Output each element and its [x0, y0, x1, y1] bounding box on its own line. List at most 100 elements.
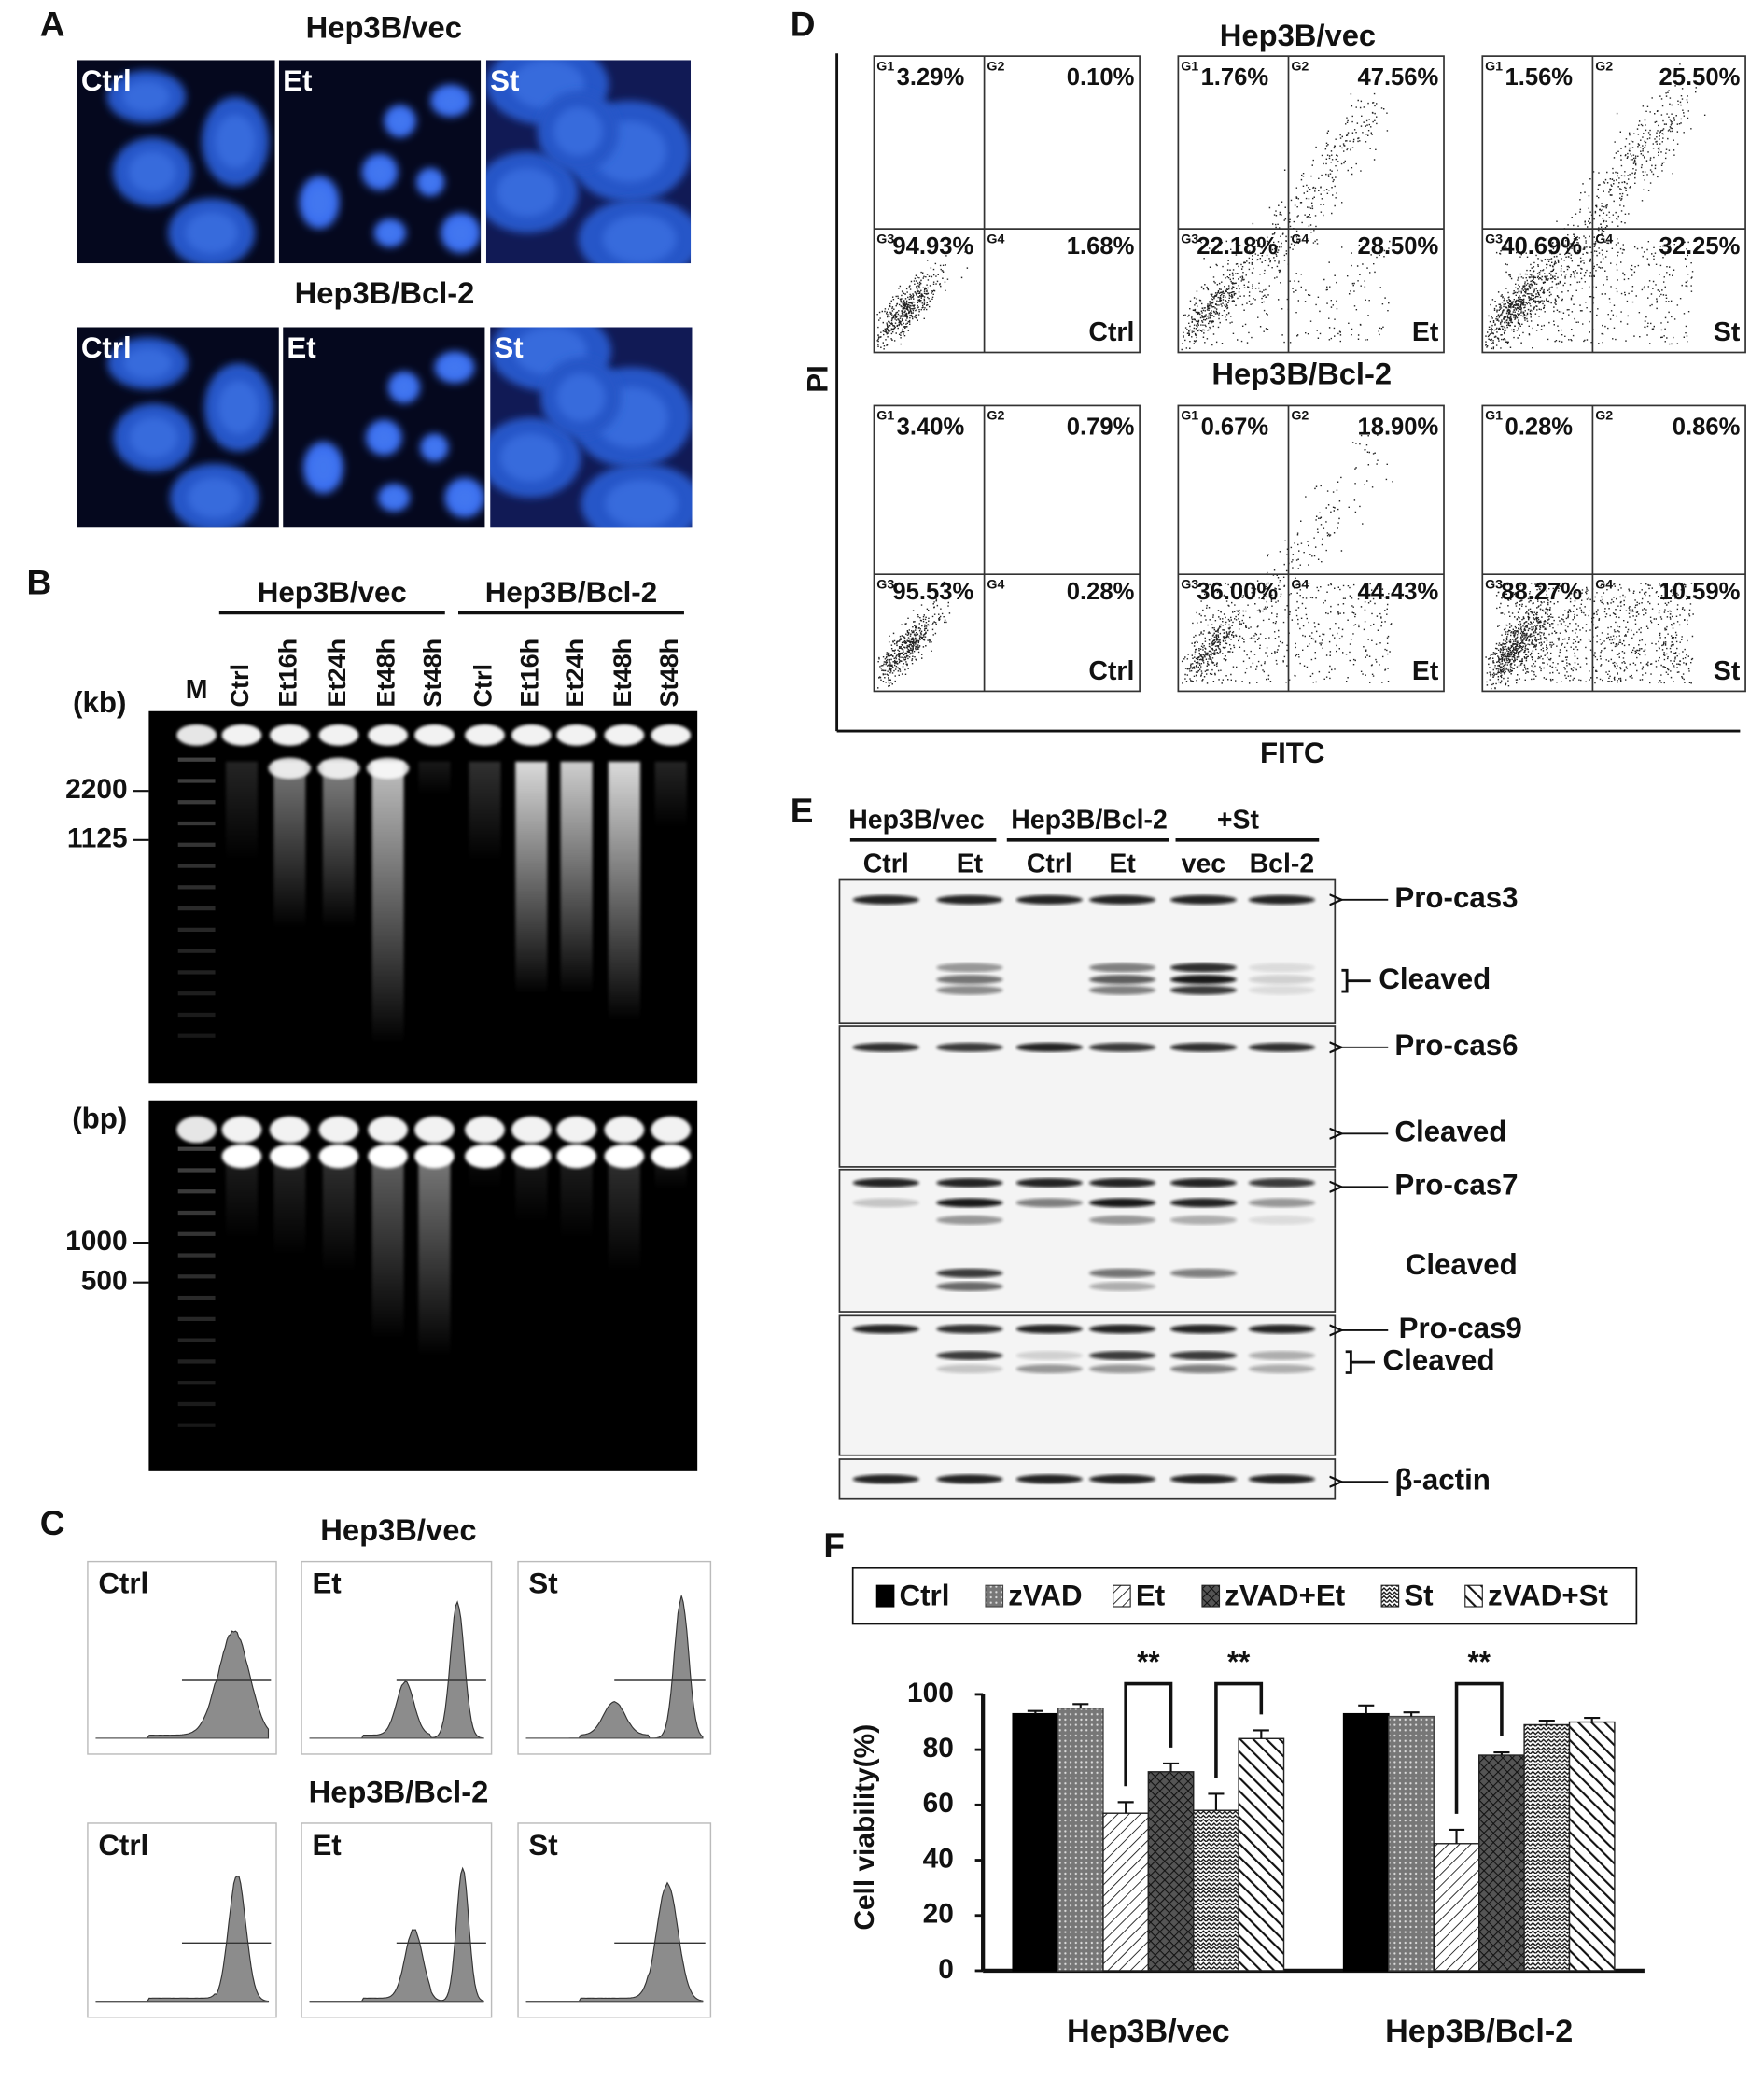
quadrant-percent: 94.93%	[892, 233, 973, 260]
well	[414, 1116, 455, 1144]
band	[936, 1215, 1003, 1225]
band	[936, 1282, 1003, 1291]
band	[1248, 975, 1315, 985]
plot-label: Et	[1412, 656, 1439, 686]
bar	[1012, 1712, 1059, 1972]
blot	[838, 1168, 1337, 1313]
band	[1089, 963, 1156, 973]
lane-label: Et24h	[561, 639, 589, 708]
gate-label: G2	[987, 59, 1004, 74]
lane-label: Ctrl	[1027, 849, 1072, 878]
nucleus-core	[123, 347, 173, 379]
nucleus-core	[217, 381, 259, 434]
ladder-band	[177, 1189, 216, 1194]
quadrant-percent: 1.68%	[1067, 233, 1135, 260]
smear	[225, 761, 259, 862]
plot-label: St	[528, 1567, 558, 1599]
nucleus-core	[422, 173, 440, 191]
band	[1248, 963, 1315, 973]
lane-label: Et48h	[609, 639, 637, 708]
quadrant-percent: 0.28%	[1505, 414, 1573, 440]
quadrant-percent: 47.56%	[1357, 64, 1438, 91]
quadrant-percent: 0.10%	[1067, 64, 1135, 91]
y-tick-label: 20	[923, 1899, 954, 1930]
band	[1248, 1351, 1315, 1360]
band	[852, 1198, 919, 1208]
band	[936, 963, 1003, 973]
blot-label: Cleaved	[1383, 1343, 1495, 1376]
size-marker: 1000	[65, 1226, 127, 1257]
lane-label: Et16h	[273, 639, 301, 708]
quadrant-percent: 36.00%	[1197, 579, 1278, 605]
plot-label: Et	[312, 1829, 342, 1862]
band	[1169, 985, 1237, 995]
gate-label: G1	[1485, 59, 1503, 74]
smear	[515, 1156, 548, 1223]
error-bar	[1403, 1711, 1420, 1717]
nucleus-core	[442, 358, 467, 377]
lane-label: Ctrl	[226, 664, 254, 708]
significance-label: **	[1468, 1645, 1491, 1678]
band	[1015, 1351, 1083, 1360]
band	[1089, 1474, 1156, 1484]
quadrant-percent: 0.86%	[1673, 414, 1741, 440]
axis-title: PI	[801, 365, 833, 393]
blot-label: Pro-cas9	[1399, 1312, 1522, 1344]
gate-label: G2	[1595, 59, 1613, 74]
band	[936, 1324, 1003, 1334]
nucleus-core	[311, 452, 336, 484]
image-label: Et	[287, 331, 316, 364]
well	[269, 1116, 310, 1144]
panel-label: E	[791, 792, 814, 830]
panel-label: B	[26, 563, 51, 601]
blot	[838, 1025, 1337, 1168]
nucleus-core	[384, 489, 404, 507]
lane-label: vec	[1182, 849, 1225, 878]
smear	[273, 761, 306, 928]
quadrant-percent: 3.29%	[897, 64, 965, 91]
legend-label: zVAD+St	[1488, 1579, 1609, 1611]
error-bar	[1493, 1751, 1510, 1756]
well	[465, 1116, 505, 1144]
group-title: +St	[1217, 805, 1260, 835]
micrograph	[283, 327, 485, 528]
band	[936, 1042, 1003, 1052]
legend-swatch	[1113, 1584, 1131, 1608]
quadrant-percent: 0.67%	[1201, 414, 1269, 440]
band	[1015, 894, 1083, 905]
dot-plot-frame	[1177, 55, 1445, 354]
lane-label: St48h	[419, 639, 447, 708]
quadrant-percent: 28.50%	[1357, 233, 1438, 260]
gate-label: G4	[987, 577, 1004, 592]
error-bar	[1208, 1792, 1225, 1811]
ladder-band	[177, 906, 216, 911]
well	[221, 724, 262, 746]
lane-label: Et16h	[515, 639, 543, 708]
ladder-band	[177, 1401, 216, 1407]
band	[936, 894, 1003, 905]
band	[1248, 1198, 1315, 1208]
band	[1089, 1324, 1156, 1334]
bar	[1057, 1708, 1104, 1972]
bar	[1478, 1754, 1525, 1972]
gate-label: G4	[1595, 232, 1613, 246]
gate-label: G4	[987, 232, 1004, 246]
quadrant-percent: 0.28%	[1067, 579, 1135, 605]
well	[604, 1116, 645, 1144]
nucleus-core	[380, 224, 400, 242]
quadrant-percent: 1.56%	[1505, 64, 1573, 91]
well	[368, 1116, 408, 1144]
bar	[1523, 1723, 1571, 1972]
scatter-dots	[877, 581, 962, 689]
bracket	[1341, 968, 1371, 993]
legend-label: zVAD	[1008, 1579, 1082, 1611]
nucleus-core	[553, 106, 603, 156]
lane-label: M	[186, 675, 208, 705]
size-marker: 1125	[67, 823, 128, 854]
dot-plot-frame	[873, 404, 1141, 693]
ladder-band	[177, 1231, 216, 1236]
well	[269, 724, 310, 746]
group-title: Hep3B/Bcl-2	[309, 1774, 489, 1808]
band	[1169, 1474, 1237, 1484]
